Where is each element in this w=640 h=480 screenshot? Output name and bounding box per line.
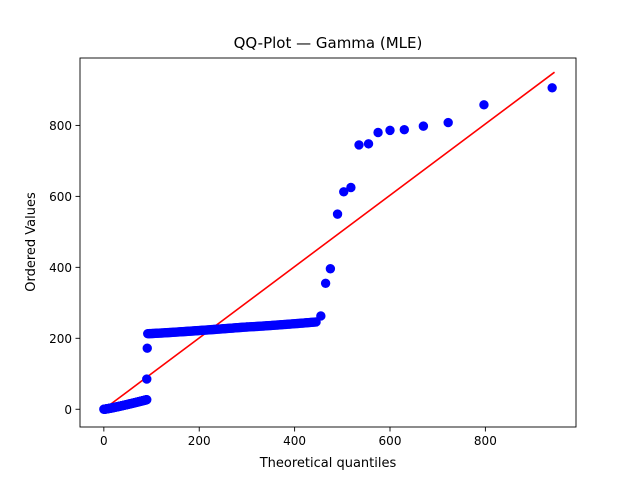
y-tick-label: 200 [49,332,72,346]
data-point [346,182,356,193]
data-point [399,124,410,135]
chart-title: QQ-Plot — Gamma (MLE) [234,34,423,52]
data-point [142,394,152,405]
data-point [418,121,429,131]
data-point [316,311,326,321]
data-point [547,83,557,93]
y-tick-label: 400 [49,261,72,275]
data-point [332,209,343,219]
data-point [311,317,321,327]
data-point [142,343,152,353]
y-axis-label: Ordered Values [24,192,39,292]
reference-line [103,71,556,410]
data-points-layer [99,83,557,414]
data-point [325,264,336,274]
data-point [320,278,331,289]
x-tick-label: 600 [379,434,402,448]
data-point [354,140,364,150]
data-point [373,127,383,138]
y-tick-label: 600 [49,190,72,204]
data-point [339,187,349,197]
y-tick-label: 0 [64,403,72,417]
y-tick-label: 800 [49,119,72,133]
x-tick-label: 400 [283,434,306,448]
x-tick-label: 0 [100,434,108,448]
x-tick-label: 800 [474,434,497,448]
plot-frame [79,57,577,428]
data-point [142,374,152,384]
x-axis-label: Theoretical quantiles [259,456,397,471]
data-point [363,139,374,149]
data-point [385,125,395,136]
data-point [479,100,489,110]
axes-layer: 0 200 400 600 800 0 200 400 600 800 [49,57,577,448]
data-point [443,117,453,128]
reference-line-layer [103,71,556,410]
x-tick-label: 200 [188,434,211,448]
